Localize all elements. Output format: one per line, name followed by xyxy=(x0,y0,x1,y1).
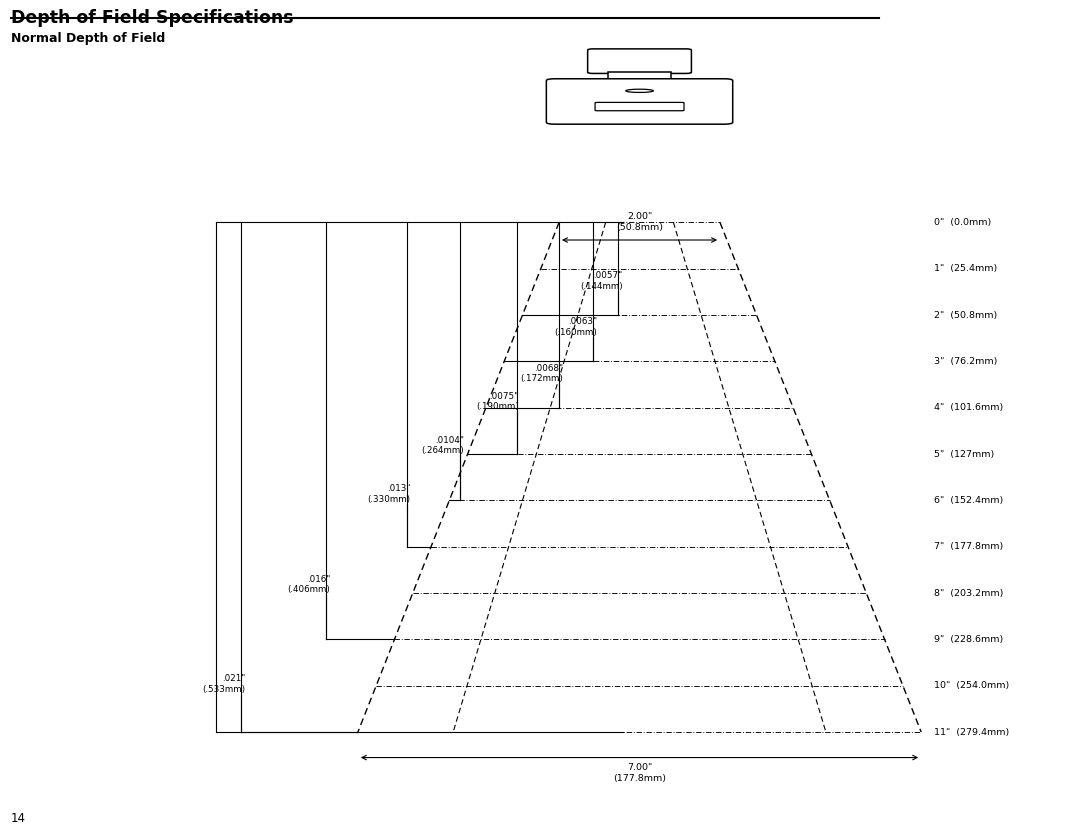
Text: .0104"
(.264mm): .0104" (.264mm) xyxy=(421,435,463,455)
Text: 6"  (152.4mm): 6" (152.4mm) xyxy=(934,496,1003,505)
Text: 0"  (0.0mm): 0" (0.0mm) xyxy=(934,218,991,227)
Ellipse shape xyxy=(625,89,653,93)
Text: 11"  (279.4mm): 11" (279.4mm) xyxy=(934,727,1009,736)
Text: 2"  (50.8mm): 2" (50.8mm) xyxy=(934,310,997,319)
Text: 1"  (25.4mm): 1" (25.4mm) xyxy=(934,264,997,274)
FancyBboxPatch shape xyxy=(595,103,684,111)
Text: .0057"
(.144mm): .0057" (.144mm) xyxy=(580,271,622,290)
Text: 14: 14 xyxy=(11,811,26,825)
Text: .021"
(.533mm): .021" (.533mm) xyxy=(203,674,245,694)
Text: 5"  (127mm): 5" (127mm) xyxy=(934,450,994,459)
Text: 9"  (228.6mm): 9" (228.6mm) xyxy=(934,635,1003,644)
Text: 2.00"
(50.8mm): 2.00" (50.8mm) xyxy=(616,213,663,232)
Text: .0068"
(.172mm): .0068" (.172mm) xyxy=(521,364,564,383)
Text: 7"  (177.8mm): 7" (177.8mm) xyxy=(934,542,1003,551)
Text: 3"  (76.2mm): 3" (76.2mm) xyxy=(934,357,997,366)
Text: 8"  (203.2mm): 8" (203.2mm) xyxy=(934,589,1003,598)
Text: Depth of Field Specifications: Depth of Field Specifications xyxy=(11,9,293,28)
Text: 7.00"
(177.8mm): 7.00" (177.8mm) xyxy=(613,763,666,782)
Text: Normal Depth of Field: Normal Depth of Field xyxy=(11,33,165,45)
Text: 10"  (254.0mm): 10" (254.0mm) xyxy=(934,681,1009,691)
Text: .0063"
(.160mm): .0063" (.160mm) xyxy=(554,318,597,337)
Text: 4"  (101.6mm): 4" (101.6mm) xyxy=(934,403,1003,412)
FancyBboxPatch shape xyxy=(546,78,732,124)
Text: .016"
(.406mm): .016" (.406mm) xyxy=(287,575,330,594)
Text: .013"
(.330mm): .013" (.330mm) xyxy=(367,485,410,504)
Bar xyxy=(608,73,672,81)
FancyBboxPatch shape xyxy=(588,49,691,73)
Text: .0075"
(.190mm): .0075" (.190mm) xyxy=(476,392,518,411)
